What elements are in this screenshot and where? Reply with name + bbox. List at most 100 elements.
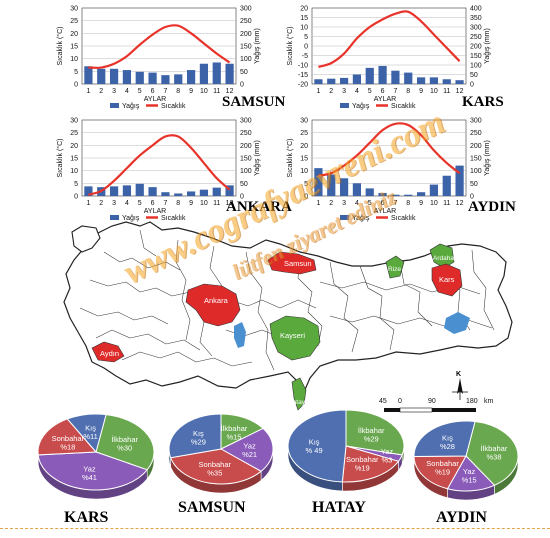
label-ardahan: Ardahan [433,255,458,262]
precip-bar [391,194,400,196]
y-tick-left: 25 [300,130,308,137]
province-border [399,261,433,327]
precip-bar [109,186,119,196]
y-axis-label-left: Sıcaklık (°C) [56,27,64,66]
y-tick-right: 200 [240,143,252,150]
y-tick-left: 5 [304,34,308,41]
pie-slice [66,413,107,454]
region-rize [385,255,405,279]
x-tick: 10 [430,200,438,207]
precip-bar [352,74,362,84]
precip-bar [455,165,464,196]
x-tick: 1 [316,200,320,207]
x-tick: 8 [176,200,180,207]
y-axis-label-left: Sıcaklık (°C) [286,27,294,66]
precip-bar [378,192,387,196]
precip-bar [122,70,132,84]
precip-bar [174,193,183,196]
pie-slice-value: %3 [382,456,393,465]
precip-bar [391,70,400,84]
y-tick-left: 10 [70,168,78,175]
compass-cross-icon [452,386,468,400]
precip-bar [225,185,234,196]
pie-slice-label: İlkbahar [221,424,248,433]
pie-slice-value: %35 [207,468,222,477]
province-border [471,249,495,331]
scale-tick: 90 [428,398,436,405]
pie-slice-value: % 49 [306,446,323,455]
region-kars [431,263,463,297]
y-tick-right: 50 [470,72,478,79]
x-tick: 4 [125,88,129,95]
region-ankara [185,283,241,327]
x-tick: 9 [419,200,423,207]
pie-slice-value: %28 [440,442,455,451]
y-tick-left: 30 [300,118,308,125]
x-tick: 8 [406,200,410,207]
pie-slice [37,418,98,456]
pie-slice-label: Sonbahar [426,459,459,468]
province-border [245,251,275,371]
y-tick-right: 100 [470,168,482,175]
precip-bar [455,80,464,84]
y-tick-left: 0 [74,82,78,89]
north-arrow: K [452,371,468,400]
y-axis-label-right: Yağış (mm) [484,28,491,64]
y-tick-right: 150 [470,53,482,60]
x-tick: 1 [86,88,90,95]
region-samsun [267,251,317,275]
x-tick: 4 [355,200,359,207]
province-border [89,279,191,297]
pie-slice-label: Kış [309,437,320,446]
y-tick-left: -20 [298,82,308,89]
pie-slice-value: %15 [226,432,241,441]
pie-kars: İlkbahar%30 Yaz%41 Sonbahar%18 Kış%11 KARS [37,413,155,526]
precip-bar [174,74,183,84]
lake-van [444,312,470,334]
x-tick: 9 [419,88,423,95]
precip-bar [442,79,451,84]
pie-slice-label: Sonbahar [198,460,231,469]
y-tick-left: 30 [70,118,78,125]
y-tick-right: 300 [240,118,252,125]
region-kayseri [269,315,321,361]
precip-bar [212,187,221,196]
y-tick-left: 10 [300,25,308,32]
y-tick-left: 15 [300,156,308,163]
y-tick-right: 250 [470,130,482,137]
precip-bar [161,75,170,84]
pie-slice-value: %41 [82,473,97,482]
x-tick: 6 [381,200,385,207]
x-tick: 2 [99,88,103,95]
legend-temp-label: Sıcaklık [391,215,416,222]
x-tick: 9 [189,200,193,207]
pie-slice-label: Kış [442,433,453,442]
x-tick: 5 [138,88,142,95]
y-tick-right: 0 [470,82,474,89]
pie-slice [341,445,400,483]
y-tick-left: 10 [300,168,308,175]
pie-slice-label: Yaz [381,447,394,456]
label-rize: Rize [388,266,401,273]
precip-bar [84,186,93,196]
bottom-divider [0,528,550,530]
x-tick: 3 [342,88,346,95]
y-tick-right: 100 [240,168,252,175]
precip-bar [186,191,196,196]
pie-slice [168,413,222,459]
pie-slice-label: Sonbahar [52,434,85,443]
pie-slice-value: %11 [83,432,97,441]
legend-precip-label: Yağış [122,215,140,222]
pie-slice-value: %21 [242,450,257,459]
province-border [121,351,253,367]
legend-precip-swatch [110,103,119,108]
scale-unit: km [484,398,494,405]
y-axis-label-left: Sıcaklık (°C) [286,139,294,178]
y-tick-left: 0 [304,44,308,51]
pie-slice [413,455,467,490]
y-tick-left: 20 [300,143,308,150]
y-tick-right: 150 [240,156,252,163]
